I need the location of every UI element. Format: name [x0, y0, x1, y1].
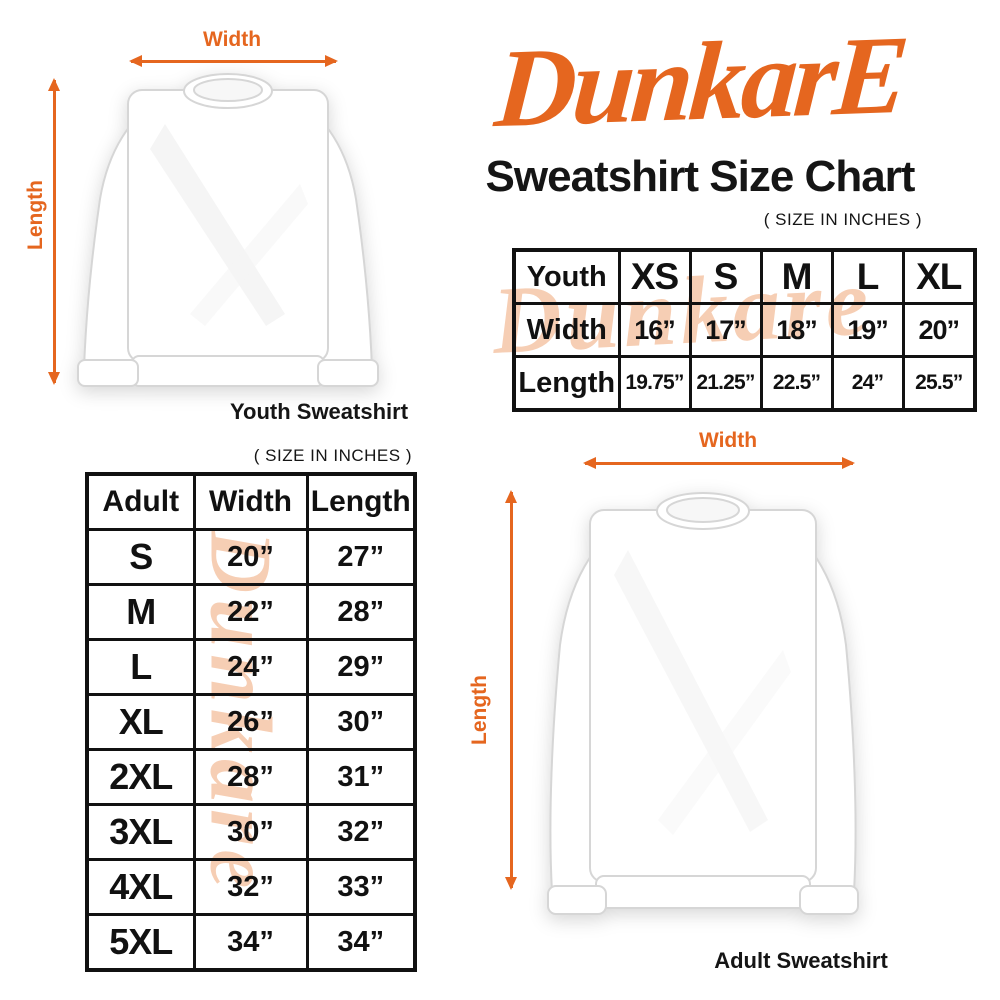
- adult-length-value: 32”: [305, 803, 417, 861]
- adult-table-row: S 20” 27”: [85, 528, 417, 586]
- adult-width-value: 22”: [192, 583, 309, 641]
- youth-length-value: 24”: [830, 355, 905, 412]
- adult-size-label: L: [85, 638, 196, 696]
- youth-caption: Youth Sweatshirt: [229, 399, 409, 424]
- youth-width-arrow: [129, 55, 338, 67]
- youth-length-label: Length: [24, 180, 47, 250]
- adult-table-row: 3XL 30” 32”: [85, 803, 417, 861]
- adult-width-value: 20”: [192, 528, 309, 586]
- adult-length-value: 30”: [305, 693, 417, 751]
- adult-width-value: 24”: [192, 638, 309, 696]
- youth-width-value: 20”: [901, 302, 977, 358]
- youth-sweatshirt-illustration: [77, 73, 379, 387]
- adult-length-arrow: [505, 490, 517, 890]
- adult-length-value: 34”: [305, 913, 417, 972]
- youth-width-value: 19”: [830, 302, 905, 358]
- youth-length-value: 22.5”: [759, 355, 834, 412]
- adult-width-value: 32”: [192, 858, 309, 916]
- adult-width-arrow: [583, 457, 855, 469]
- youth-table-row-width: Width 16” 17” 18” 19” 20”: [512, 302, 977, 358]
- adult-size-label: 2XL: [85, 748, 196, 806]
- page-title: Sweatshirt Size Chart: [485, 152, 916, 201]
- adult-size-table: Adult Width Length S 20” 27” M 22” 28” L…: [85, 472, 417, 972]
- youth-row-label: Width: [512, 302, 621, 358]
- youth-width-value: 18”: [759, 302, 834, 358]
- adult-table-row: M 22” 28”: [85, 583, 417, 641]
- youth-length-arrow: [48, 78, 60, 385]
- adult-size-label: S: [85, 528, 196, 586]
- youth-length-value: 25.5”: [901, 355, 977, 412]
- youth-length-value: 21.25”: [688, 355, 763, 412]
- youth-table-header-cell: XS: [617, 248, 692, 305]
- adult-size-label: M: [85, 583, 196, 641]
- units-note-adult: ( SIZE IN INCHES ): [253, 446, 412, 465]
- youth-row-label: Length: [512, 355, 621, 412]
- adult-length-value: 28”: [305, 583, 417, 641]
- adult-table-row: 2XL 28” 31”: [85, 748, 417, 806]
- youth-table-header-cell: XL: [901, 248, 977, 305]
- adult-table-row: XL 26” 30”: [85, 693, 417, 751]
- youth-table-header-row: Youth XS S M L XL: [512, 248, 977, 305]
- youth-table-header-cell: Youth: [512, 248, 621, 305]
- adult-length-label: Length: [468, 675, 491, 745]
- adult-size-label: XL: [85, 693, 196, 751]
- youth-table-header-cell: S: [688, 248, 763, 305]
- adult-size-label: 3XL: [85, 803, 196, 861]
- adult-width-value: 26”: [192, 693, 309, 751]
- youth-table-row-length: Length 19.75” 21.25” 22.5” 24” 25.5”: [512, 355, 977, 412]
- units-note-top: ( SIZE IN INCHES ): [763, 210, 922, 229]
- adult-table-row: 5XL 34” 34”: [85, 913, 417, 972]
- youth-width-value: 17”: [688, 302, 763, 358]
- adult-table-header-cell: Length: [305, 472, 417, 531]
- adult-width-label: Width: [698, 429, 758, 452]
- adult-size-label: 5XL: [85, 913, 196, 972]
- youth-length-value: 19.75”: [617, 355, 692, 412]
- adult-table-header-cell: Width: [192, 472, 309, 531]
- adult-caption: Adult Sweatshirt: [714, 948, 888, 973]
- adult-width-value: 28”: [192, 748, 309, 806]
- adult-length-value: 27”: [305, 528, 417, 586]
- adult-length-value: 33”: [305, 858, 417, 916]
- adult-width-value: 30”: [192, 803, 309, 861]
- adult-table-header-row: Adult Width Length: [85, 472, 417, 531]
- adult-table-row: L 24” 29”: [85, 638, 417, 696]
- youth-width-value: 16”: [617, 302, 692, 358]
- adult-length-value: 29”: [305, 638, 417, 696]
- adult-table-row: 4XL 32” 33”: [85, 858, 417, 916]
- adult-table-header-cell: Adult: [85, 472, 196, 531]
- brand-logo: DunkarE: [491, 12, 910, 152]
- adult-sweatshirt-illustration: [547, 492, 859, 915]
- adult-width-value: 34”: [192, 913, 309, 972]
- youth-table-header-cell: L: [830, 248, 905, 305]
- youth-table-header-cell: M: [759, 248, 834, 305]
- adult-size-label: 4XL: [85, 858, 196, 916]
- youth-size-table: Youth XS S M L XL Width 16” 17” 18” 19” …: [512, 248, 977, 412]
- youth-width-label: Width: [202, 28, 262, 51]
- adult-length-value: 31”: [305, 748, 417, 806]
